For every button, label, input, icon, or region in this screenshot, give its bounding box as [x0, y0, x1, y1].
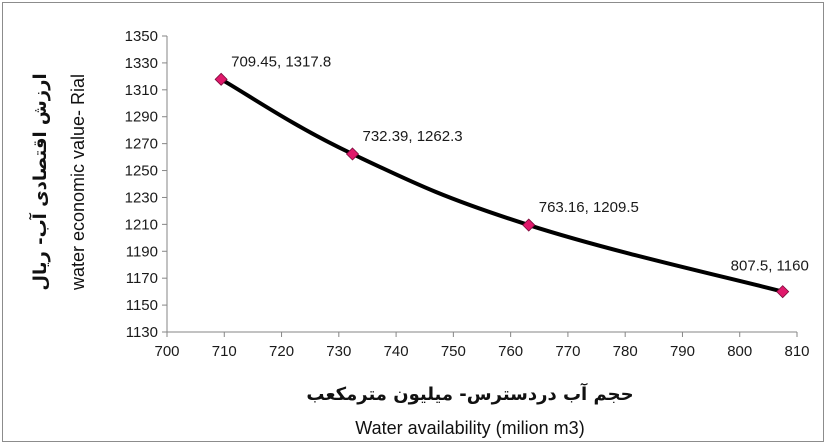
data-label: 763.16, 1209.5: [539, 199, 639, 216]
y-tick-label: 1270: [125, 136, 158, 153]
data-label: 732.39, 1262.3: [363, 128, 463, 145]
y-tick-label: 1210: [125, 216, 158, 233]
x-tick-label: 720: [269, 343, 294, 360]
x-tick-label: 750: [441, 343, 466, 360]
data-label: 807.5, 1160: [731, 258, 809, 275]
x-tick-label: 740: [384, 343, 409, 360]
data-point: [776, 285, 790, 299]
x-tick-label: 710: [212, 343, 237, 360]
axes: [162, 35, 798, 337]
x-tick-label: 800: [727, 343, 752, 360]
y-axis-title: water economic value- Rial: [68, 74, 88, 291]
data-labels: 709.45, 1317.8 732.39, 1262.3 763.16, 1209…: [231, 53, 809, 274]
y-tick-label: 1310: [125, 82, 158, 99]
y-tick-label: 1230: [125, 189, 158, 206]
data-markers: [214, 72, 790, 299]
data-label: 709.45, 1317.8: [231, 53, 331, 70]
y-tick-label: 1130: [126, 324, 158, 341]
y-tick-labels: 1130 1150 1170 1190 1210 1230 1250 1270 1290 1310…: [125, 28, 158, 341]
chart-frame: [2, 2, 824, 442]
x-tick-label: 810: [784, 343, 809, 360]
x-tick-label: 790: [670, 343, 695, 360]
y-tick-label: 1190: [126, 243, 158, 260]
x-tick-labels: 700 710 720 730 740 750 760 770 780 790 800 810: [154, 343, 809, 360]
y-tick-label: 1350: [125, 28, 158, 45]
y-axis-title-fa: ارزش اقتصادی آب- ریال: [28, 73, 51, 290]
x-tick-label: 760: [498, 343, 523, 360]
y-tick-label: 1250: [125, 163, 158, 180]
data-point: [522, 218, 536, 232]
series-line: [219, 77, 785, 294]
y-tick-label: 1150: [126, 297, 158, 314]
x-tick-label: 780: [613, 343, 638, 360]
y-tick-label: 1170: [126, 270, 158, 287]
data-point: [345, 147, 360, 161]
data-point: [214, 72, 228, 86]
x-tick-label: 730: [326, 343, 351, 360]
y-tick-label: 1330: [125, 55, 158, 72]
x-axis-title: Water availability (milion m3): [355, 418, 584, 438]
x-tick-label: 700: [154, 343, 179, 360]
x-tick-label: 770: [555, 343, 580, 360]
y-tick-label: 1290: [125, 109, 158, 126]
x-axis-title-fa: حجم آب دردسترس- میلیون مترمکعب: [306, 382, 633, 405]
